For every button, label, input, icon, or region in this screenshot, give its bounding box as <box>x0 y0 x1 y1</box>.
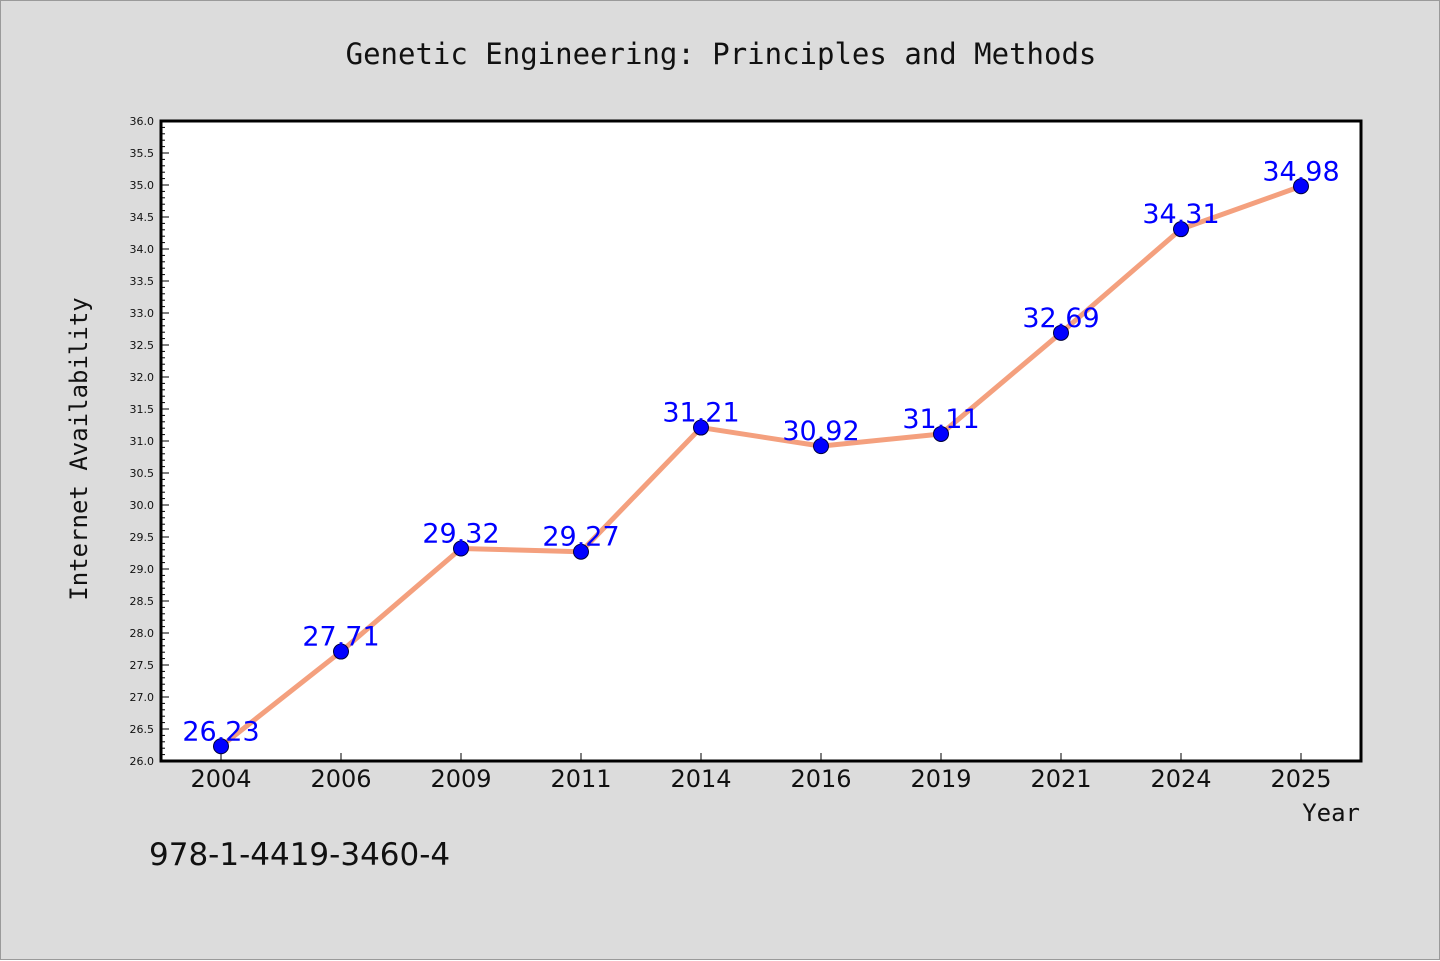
x-tick-label: 2021 <box>1030 765 1091 793</box>
y-tick-label: 27.0 <box>130 691 155 704</box>
chart-title: Genetic Engineering: Principles and Meth… <box>346 37 1097 71</box>
x-axis: 2004 2006 2009 2011 2014 2016 2019 2021 2024 2025 <box>190 753 1332 793</box>
y-tick-label: 36.0 <box>130 115 155 128</box>
plot-area <box>161 121 1361 761</box>
x-tick-label: 2009 <box>430 765 491 793</box>
y-tick-label: 32.0 <box>130 371 155 384</box>
x-tick-label: 2025 <box>1270 765 1331 793</box>
data-point <box>813 438 829 455</box>
data-point <box>933 425 949 442</box>
x-tick-label: 2019 <box>910 765 971 793</box>
data-point <box>213 738 229 755</box>
x-tick-label: 2016 <box>790 765 851 793</box>
isbn-caption: 978-1-4419-3460-4 <box>149 837 450 873</box>
series-line <box>218 183 1304 749</box>
data-label: 27.71 <box>302 622 379 653</box>
y-tick-label: 31.0 <box>130 435 155 448</box>
y-axis: 26.0 26.5 27.0 27.5 28.0 28.5 29.0 29.5 30.0 30.5… <box>130 115 169 768</box>
data-point <box>1293 178 1309 195</box>
data-point <box>1173 221 1189 238</box>
y-tick-label: 35.0 <box>130 179 155 192</box>
data-label: 29.27 <box>542 522 619 553</box>
x-tick-label: 2006 <box>310 765 371 793</box>
data-point <box>693 419 709 436</box>
y-tick-label: 34.5 <box>130 211 155 224</box>
y-tick-label: 28.0 <box>130 627 155 640</box>
y-tick-label: 33.0 <box>130 307 155 320</box>
data-label: 26.23 <box>182 716 259 747</box>
data-point <box>333 643 349 660</box>
data-point <box>1053 324 1069 341</box>
data-label: 34.98 <box>1262 156 1339 187</box>
y-tick-label: 27.5 <box>130 659 155 672</box>
plot-frame <box>159 119 1363 763</box>
series-markers <box>213 178 1309 755</box>
y-tick-label: 33.5 <box>130 275 155 288</box>
data-labels: 26.23 27.71 29.32 29.27 31.21 30.92 31.11 32.69… <box>182 156 1339 747</box>
data-label: 30.92 <box>782 416 859 447</box>
data-label: 31.11 <box>902 404 979 435</box>
y-tick-label: 31.5 <box>130 403 155 416</box>
y-tick-label: 28.5 <box>130 595 155 608</box>
y-tick-label: 29.5 <box>130 531 155 544</box>
x-tick-label: 2011 <box>550 765 611 793</box>
data-label: 34.31 <box>1142 199 1219 230</box>
x-axis-title: Year <box>1302 799 1360 827</box>
y-axis-title: Internet Availability <box>65 297 93 600</box>
data-point <box>453 540 469 557</box>
x-tick-label: 2024 <box>1150 765 1211 793</box>
y-tick-label: 26.5 <box>130 723 155 736</box>
y-tick-label: 30.0 <box>130 499 155 512</box>
data-point <box>573 543 589 560</box>
y-tick-label: 29.0 <box>130 563 155 576</box>
data-label: 32.69 <box>1022 303 1099 334</box>
y-tick-label: 32.5 <box>130 339 155 352</box>
y-tick-label: 35.5 <box>130 147 155 160</box>
x-tick-label: 2014 <box>670 765 731 793</box>
y-tick-label: 30.5 <box>130 467 155 480</box>
x-tick-label: 2004 <box>190 765 251 793</box>
data-label: 29.32 <box>422 519 499 550</box>
data-label: 31.21 <box>662 398 739 429</box>
y-tick-label: 34.0 <box>130 243 155 256</box>
y-tick-label: 26.0 <box>130 755 155 768</box>
